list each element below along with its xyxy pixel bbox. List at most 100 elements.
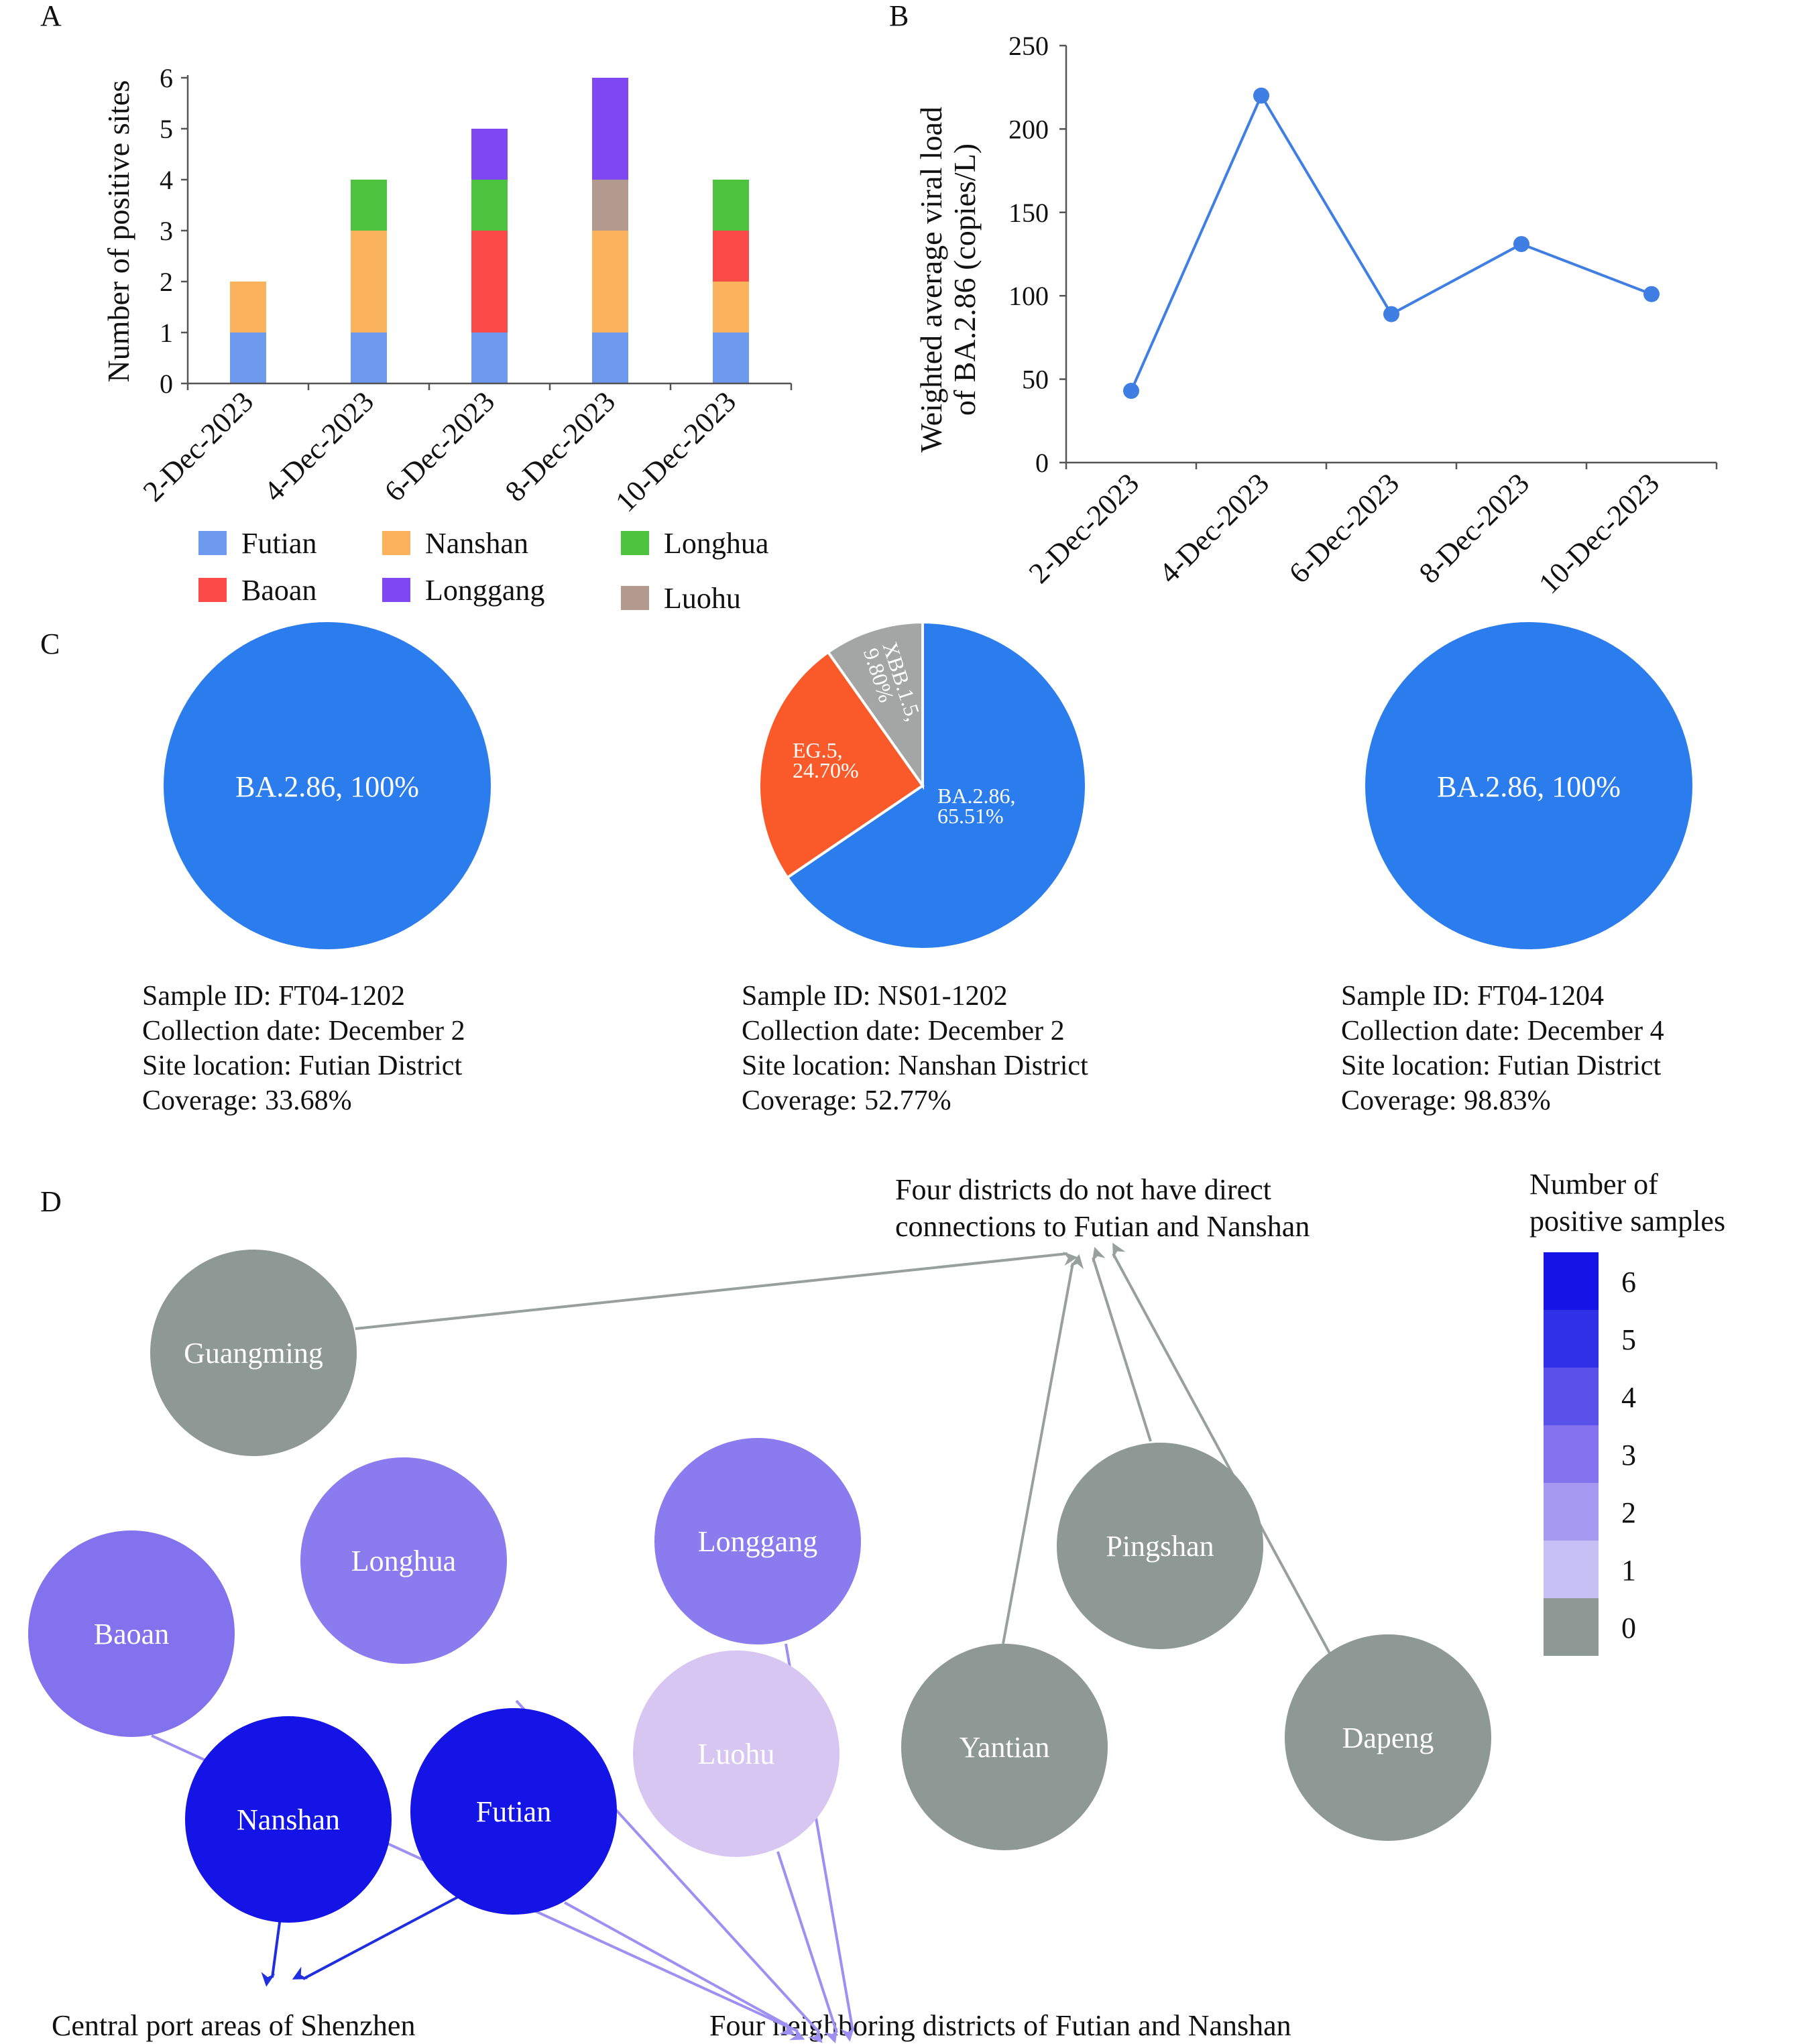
node-label-futian: Futian <box>476 1795 551 1828</box>
edge-pingshan <box>1092 1246 1152 1442</box>
legend-swatch-luohu <box>621 586 649 610</box>
panel-label-d: D <box>40 1185 62 1218</box>
bar-segment-futian <box>230 333 266 383</box>
y-tick-label: 6 <box>160 63 173 93</box>
legend-swatch-1 <box>1544 1541 1599 1598</box>
pie-charts: BA.2.86, 100% BA.2.86, 65.51%EG.5, 24.70%XB… <box>164 620 1692 951</box>
bar-segment-luohu <box>592 180 628 231</box>
bar-segment-futian <box>351 333 387 383</box>
sample-info-line: Site location: Nanshan District <box>742 1050 1088 1081</box>
y-tick-label: 2 <box>160 267 173 297</box>
sample-info-line: Sample ID: FT04-1202 <box>142 981 405 1012</box>
legend-swatch-5 <box>1544 1310 1599 1368</box>
legend-label-nanshan: Nanshan <box>425 527 528 560</box>
stacked-bar-chart: Number of positive sites 0 1 2 3 4 5 6 2-Dec-2… <box>101 63 793 615</box>
bar-segment-longgang <box>592 78 628 180</box>
sample-info-line: Coverage: 98.83% <box>1341 1085 1551 1116</box>
legend-swatch-3 <box>1544 1425 1599 1483</box>
sample-info-line: Collection date: December 2 <box>142 1016 465 1046</box>
sample-info: Sample ID: FT04-1204 Collection date: Dec… <box>1341 979 1664 1118</box>
sample-info-line: Collection date: December 4 <box>1341 1016 1664 1046</box>
legend-swatch-longgang <box>382 578 410 602</box>
legend-swatch-nanshan <box>382 531 410 555</box>
x-tick-label: 8-Dec-2023 <box>1413 467 1536 589</box>
x-tick-label: 2-Dec-2023 <box>1023 467 1145 589</box>
legend-value-5: 5 <box>1621 1323 1636 1356</box>
y-tick-label: 1 <box>160 318 173 348</box>
node-longhua <box>300 1457 507 1664</box>
legend-swatch-2 <box>1544 1483 1599 1541</box>
series-line <box>1130 93 1652 392</box>
y-tick-label: 0 <box>160 369 173 399</box>
node-dapeng <box>1285 1634 1491 1841</box>
node-label-nanshan: Nanshan <box>237 1803 340 1836</box>
legend-value-1: 1 <box>1621 1554 1636 1587</box>
edge-yantian <box>1002 1254 1084 1644</box>
x-tick-label: 8-Dec-2023 <box>499 385 622 507</box>
legend-swatch-futian <box>198 531 227 555</box>
bar-segment-longhua <box>351 180 387 231</box>
node-label-guangming: Guangming <box>184 1337 323 1370</box>
legend-label-baoan: Baoan <box>241 574 316 607</box>
district-network: Four districts do not have direct connec… <box>28 1168 1725 2044</box>
y-tick-label: 5 <box>160 114 173 144</box>
sample-info-line: Coverage: 52.77% <box>742 1085 951 1116</box>
sample-info-line: Site location: Futian District <box>1341 1050 1662 1081</box>
bar-segment-futian <box>592 333 628 383</box>
y-tick-label: 3 <box>160 216 173 246</box>
y-tick-label: 150 <box>1008 198 1049 228</box>
bar-segment-longhua <box>471 180 508 231</box>
panel-label-a: A <box>40 0 62 32</box>
y-tick-label: 4 <box>160 165 173 195</box>
edge-luohu <box>776 1851 838 2044</box>
legend-value-2: 2 <box>1621 1496 1636 1529</box>
bottom-right-caption: Four neighboring districts of Futian and… <box>709 2009 1291 2042</box>
bar-segment-nanshan <box>713 282 749 333</box>
pie-slice <box>826 620 924 790</box>
node-label-dapeng: Dapeng <box>1342 1722 1434 1754</box>
y-tick-label: 200 <box>1008 114 1049 144</box>
bar-segment-futian <box>471 333 508 383</box>
x-tick-label: 4-Dec-2023 <box>257 385 380 507</box>
x-tick-label: 2-Dec-2023 <box>137 385 259 507</box>
legend-label-longgang: Longgang <box>425 574 544 607</box>
y-axis-label-a: Number of positive sites <box>101 80 135 383</box>
legend-swatch-0 <box>1544 1598 1599 1656</box>
panel-label-c: C <box>40 627 60 660</box>
x-tick-label: 6-Dec-2023 <box>1283 467 1405 589</box>
data-point <box>1123 383 1139 400</box>
node-label-baoan: Baoan <box>94 1618 169 1650</box>
edge-guangming <box>355 1252 1078 1330</box>
top-caption-line1: Four districts do not have direct <box>895 1173 1271 1206</box>
data-point <box>1383 306 1399 322</box>
node-yantian <box>901 1644 1108 1850</box>
legend-value-6: 6 <box>1621 1266 1636 1299</box>
bar-segment-baoan <box>713 231 749 282</box>
node-baoan <box>28 1530 235 1737</box>
data-point <box>1253 87 1269 104</box>
pie-slice <box>758 650 925 880</box>
data-point <box>1643 286 1660 302</box>
bar-segment-nanshan <box>592 231 628 333</box>
legend-swatch-6 <box>1544 1252 1599 1310</box>
pie-slice <box>1365 622 1692 949</box>
data-point <box>1513 236 1529 253</box>
y-tick-label: 100 <box>1008 281 1049 311</box>
y-tick-label: 250 <box>1008 31 1049 61</box>
node-label-longgang: Longgang <box>698 1525 817 1558</box>
legend-title-line2: positive samples <box>1529 1205 1725 1238</box>
sample-info-line: Site location: Futian District <box>142 1050 463 1081</box>
bar-segment-longgang <box>471 129 508 180</box>
top-caption-line2: connections to Futian and Nanshan <box>895 1210 1310 1243</box>
legend-swatch-baoan <box>198 578 227 602</box>
bar-segment-nanshan <box>230 282 266 333</box>
x-tick-label: 6-Dec-2023 <box>378 385 501 507</box>
legend-swatch-4 <box>1544 1368 1599 1425</box>
sample-info-line: Sample ID: FT04-1204 <box>1341 981 1604 1012</box>
pie-slice <box>785 620 1088 951</box>
bar-segment-longhua <box>713 180 749 231</box>
pie-slice-label: BA.2.86, 65.51% <box>937 784 1015 828</box>
y-tick-label: 0 <box>1035 448 1049 478</box>
x-tick-label: 10-Dec-2023 <box>1532 467 1666 600</box>
